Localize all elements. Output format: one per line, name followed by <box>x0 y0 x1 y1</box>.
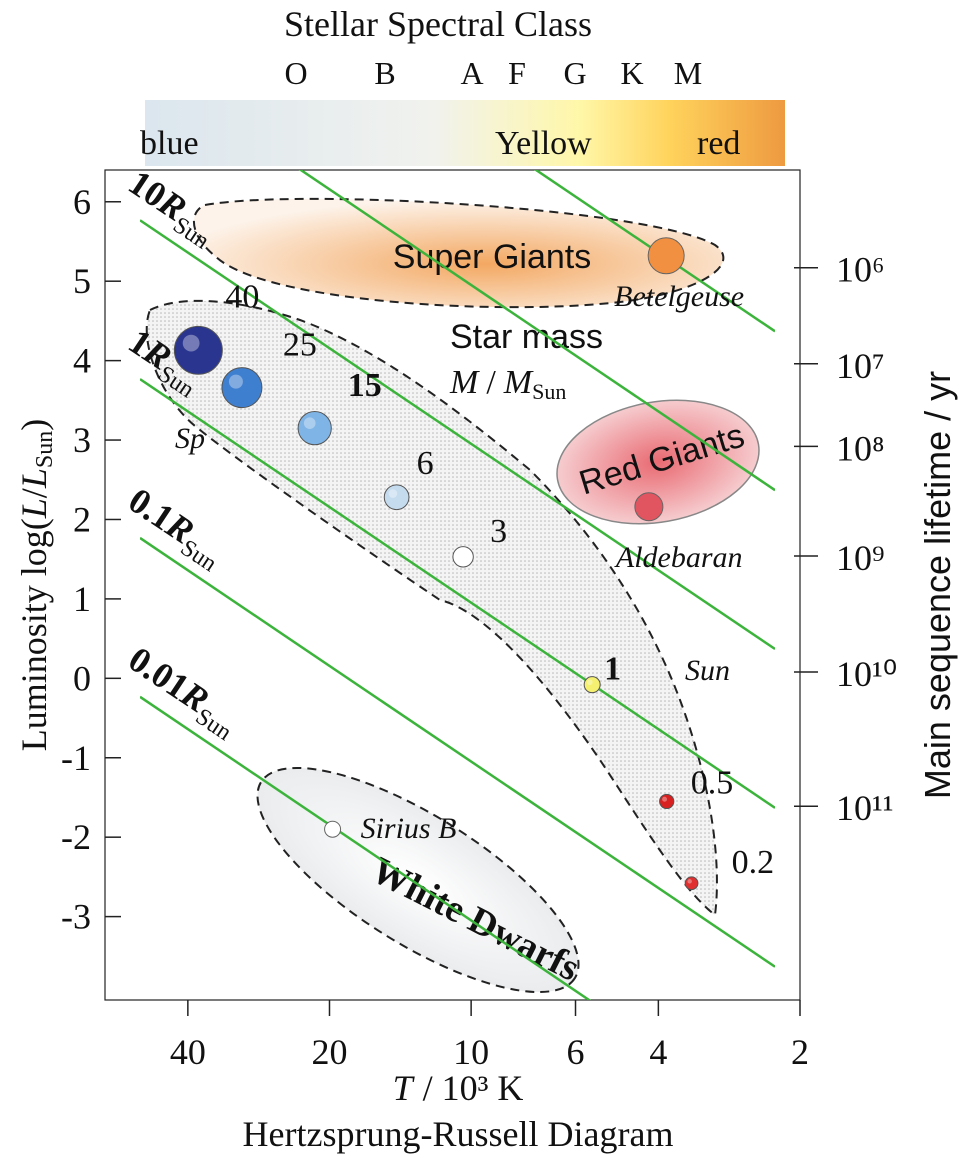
x-tick-label: 10 <box>453 1032 489 1072</box>
mass-label: 6 <box>417 445 434 482</box>
y-axis-label-part: L <box>14 468 54 489</box>
spectral-class: F <box>508 55 526 91</box>
y2-tick-label: 10⁷ <box>836 346 885 386</box>
named-star <box>324 820 342 838</box>
spectral-title: Stellar Spectral Class <box>284 4 592 44</box>
y-axis-label: Luminosity log(L/LSun) <box>14 419 58 751</box>
main-sequence-star <box>173 325 223 375</box>
y-tick-label: 6 <box>73 182 91 222</box>
mass-label: 0.2 <box>732 844 775 881</box>
y-tick-label: 0 <box>73 658 91 698</box>
mass-unit-part: M <box>503 364 534 401</box>
spectral-color-bar <box>145 100 785 166</box>
spectral-class: G <box>563 55 586 91</box>
star-name: Aldebaran <box>614 541 743 574</box>
y-tick-label: 4 <box>73 341 91 381</box>
x-axis-label-part: / 10³ K <box>423 1068 524 1108</box>
y-tick-label: -1 <box>61 738 91 778</box>
y-axis-label-part: ) <box>14 419 54 431</box>
star-highlight <box>388 489 398 498</box>
mass-label: 1 <box>604 651 621 688</box>
y2-tick-label: 10⁹ <box>836 538 885 578</box>
y2-tick-label: 10¹¹ <box>836 788 894 828</box>
main-sequence-region <box>145 299 718 917</box>
spectral-class: O <box>284 55 307 91</box>
star-highlight <box>182 334 200 352</box>
spectral-class: A <box>460 55 483 91</box>
radius-line <box>140 378 775 809</box>
star-highlight <box>586 679 593 686</box>
y-tick-label: -3 <box>61 897 91 937</box>
mass-label: 25 <box>283 327 317 364</box>
named-star <box>647 237 685 275</box>
y2-axis-label: Main sequence lifetime / yr <box>917 371 958 799</box>
radius-line <box>140 536 775 968</box>
radius-line <box>140 695 592 1000</box>
main-sequence-star <box>383 484 410 511</box>
star-highlight <box>662 796 668 802</box>
y2-tick-label: 10⁸ <box>836 428 885 468</box>
star-name: Betelgeuse <box>614 280 744 313</box>
star-name: Sun <box>685 654 730 687</box>
color-label: blue <box>140 125 199 162</box>
main-sequence-star <box>221 367 263 409</box>
mass-label: 15 <box>348 367 382 404</box>
main-sequence-star <box>659 793 675 810</box>
y-tick-label: 5 <box>73 261 91 301</box>
y-tick-label: -2 <box>61 817 91 857</box>
mass-unit-part: M <box>449 364 480 401</box>
color-label: red <box>697 125 740 162</box>
color-label: Yellow <box>495 125 592 162</box>
radius-line <box>298 170 775 492</box>
main-sequence-star <box>452 546 474 568</box>
star-highlight <box>456 550 464 558</box>
x-tick-label: 2 <box>791 1032 809 1072</box>
mass-unit-part: Sun <box>532 379 566 404</box>
chart-title: Hertzsprung-Russell Diagram <box>243 1114 674 1154</box>
mass-label: 0.5 <box>691 764 734 801</box>
radius-line <box>140 219 775 651</box>
main-sequence-star <box>297 411 332 446</box>
y-tick-label: 3 <box>73 420 91 460</box>
x-tick-label: 20 <box>311 1032 347 1072</box>
star-highlight <box>687 879 692 884</box>
main-sequence-star <box>684 876 699 891</box>
y-axis-label-part: Luminosity log( <box>14 518 54 751</box>
named-star <box>634 492 664 522</box>
mass-label: 3 <box>490 513 507 550</box>
y2-tick-label: 10⁶ <box>836 250 885 290</box>
x-tick-label: 4 <box>649 1032 667 1072</box>
y-tick-label: 1 <box>73 579 91 619</box>
super-giants-region <box>192 197 725 309</box>
x-tick-label: 40 <box>170 1032 206 1072</box>
y-axis-label-part: / <box>14 488 54 498</box>
y2-tick-label: 10¹⁰ <box>836 654 897 694</box>
main-sequence-star <box>583 676 601 694</box>
y-axis-label-part: Sun <box>32 431 58 468</box>
spectral-class: K <box>620 55 643 91</box>
mass-unit: M / MSun <box>449 364 566 404</box>
mass-unit-part: / <box>486 364 496 401</box>
y-axis-label-part: L <box>14 498 54 519</box>
mass-label: 40 <box>225 278 259 315</box>
partial-label: Sp <box>175 422 205 455</box>
mass-title: Star mass <box>450 318 603 356</box>
spectral-class: B <box>374 55 395 91</box>
star-highlight <box>228 374 243 389</box>
x-tick-label: 6 <box>567 1032 585 1072</box>
x-axis-label-part: T <box>393 1068 416 1108</box>
region-label: Super Giants <box>393 238 591 276</box>
star-highlight <box>303 417 316 429</box>
y-tick-label: 2 <box>73 499 91 539</box>
star-name: Sirius B <box>361 812 457 845</box>
x-axis-label: T/ 10³ K <box>393 1068 524 1108</box>
spectral-class: M <box>674 55 702 91</box>
